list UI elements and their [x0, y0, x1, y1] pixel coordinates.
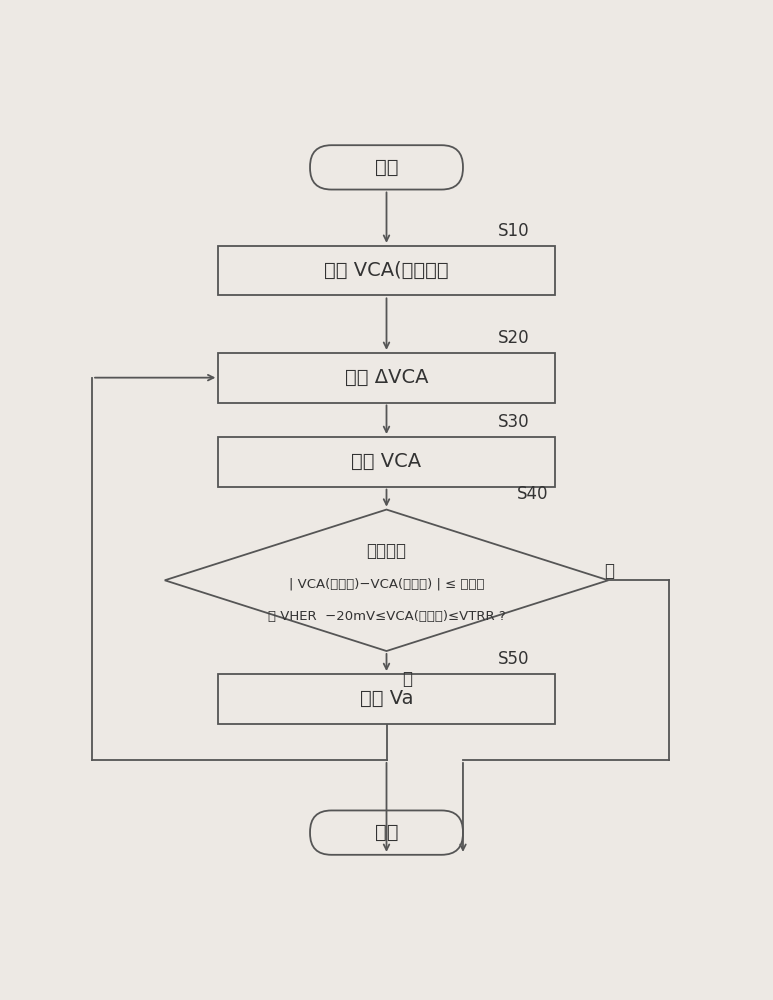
FancyBboxPatch shape	[218, 674, 555, 724]
Text: 否: 否	[402, 670, 412, 688]
FancyBboxPatch shape	[218, 353, 555, 403]
Text: 计算 VCA: 计算 VCA	[352, 452, 421, 471]
FancyBboxPatch shape	[218, 246, 555, 295]
FancyBboxPatch shape	[218, 437, 555, 487]
Text: S20: S20	[497, 329, 529, 347]
Text: S10: S10	[497, 222, 529, 240]
Text: 结束: 结束	[375, 823, 398, 842]
FancyBboxPatch shape	[310, 145, 463, 190]
Text: S50: S50	[497, 650, 529, 668]
Text: 调节 Va: 调节 Va	[359, 689, 414, 708]
Text: S40: S40	[516, 485, 548, 503]
Text: 及 VHER  −20mV≤VCA(实测値)≤VTRR ?: 及 VHER −20mV≤VCA(实测値)≤VTRR ?	[267, 610, 506, 623]
Text: 是否满足: 是否满足	[366, 542, 407, 560]
Text: 开始: 开始	[375, 158, 398, 177]
Text: 设定 VCA(目标値）: 设定 VCA(目标値）	[324, 261, 449, 280]
Text: | VCA(实测値)−VCA(目标値) | ≤ 容许値: | VCA(实测値)−VCA(目标値) | ≤ 容许値	[289, 578, 484, 591]
FancyBboxPatch shape	[310, 810, 463, 855]
Polygon shape	[165, 510, 608, 651]
Text: 是: 是	[604, 562, 615, 580]
Text: S30: S30	[497, 413, 529, 431]
Text: 检测 ΔVCA: 检测 ΔVCA	[345, 368, 428, 387]
